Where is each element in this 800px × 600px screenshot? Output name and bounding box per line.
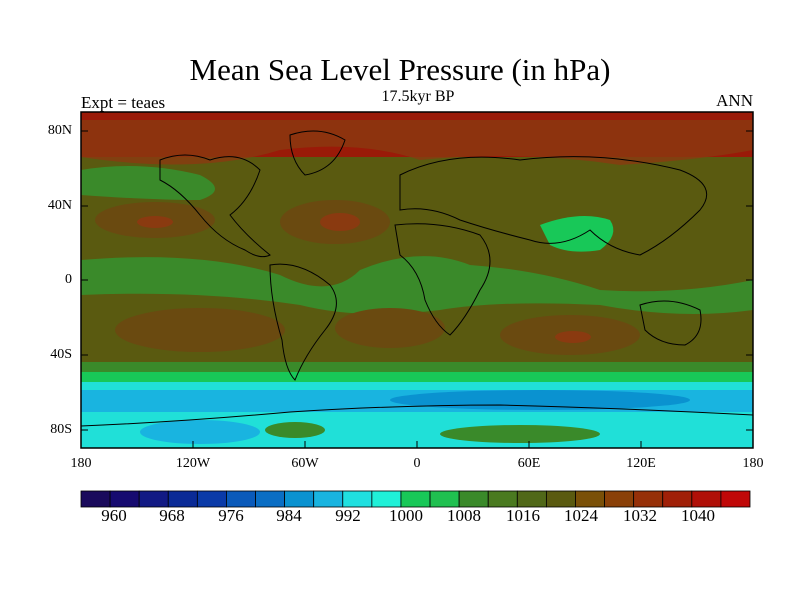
colorbar-cell xyxy=(720,490,751,508)
lon-label-180w: 180 xyxy=(70,456,92,471)
lat-label-40s: 40S xyxy=(50,347,72,362)
coast-north-america xyxy=(159,154,271,258)
lon-label-120w: 120W xyxy=(175,456,211,471)
colorbar-cell xyxy=(255,490,286,508)
colorbar-cell xyxy=(313,490,344,508)
coastlines xyxy=(81,130,753,427)
antarctic-high-1 xyxy=(265,422,325,438)
colorbar-label-976: 976 xyxy=(218,506,244,525)
colorbar-cell xyxy=(604,490,635,508)
lon-label-60e: 60E xyxy=(517,456,541,471)
colorbar-label-1032: 1032 xyxy=(623,506,657,525)
atlantic-high-core xyxy=(320,213,360,231)
south-indian-high-core xyxy=(555,331,591,343)
lat-label-80n: 80N xyxy=(47,123,72,138)
colorbar-cell xyxy=(575,490,605,508)
colorbar-cell xyxy=(429,490,460,508)
map-title: Mean Sea Level Pressure (in hPa) xyxy=(189,52,611,87)
colorbar-label-1008: 1008 xyxy=(447,506,481,525)
colorbar-cell xyxy=(109,490,140,508)
lon-label-180e: 180 xyxy=(742,456,764,471)
colorbar xyxy=(80,490,751,508)
colorbar-cell xyxy=(371,490,402,508)
experiment-label: Expt = teaes xyxy=(81,93,166,112)
coast-greenland xyxy=(289,130,346,176)
colorbar-label-960: 960 xyxy=(101,506,127,525)
colorbar-label-968: 968 xyxy=(159,506,185,525)
colorbar-cell xyxy=(284,490,315,508)
lat-label-80s: 80S xyxy=(50,422,72,437)
southern-deep-low xyxy=(390,390,690,410)
south-atlantic-high xyxy=(335,308,445,348)
lon-label-0: 0 xyxy=(413,456,421,471)
colorbar-cell xyxy=(516,490,547,508)
lon-ticks xyxy=(80,441,754,448)
coast-eurasia xyxy=(399,156,708,256)
colorbar-cell xyxy=(633,490,664,508)
colorbar-label-992: 992 xyxy=(335,506,361,525)
colorbar-cell xyxy=(138,490,169,508)
colorbar-cell xyxy=(342,490,373,508)
coast-africa xyxy=(394,223,491,336)
lat-label-40n: 40N xyxy=(47,198,72,213)
colorbar-cell xyxy=(226,490,256,508)
colorbar-cell xyxy=(545,490,576,508)
south-pacific-high xyxy=(115,308,285,352)
colorbar-cell xyxy=(167,490,198,508)
equatorial-low xyxy=(81,256,753,314)
colorbar-cell xyxy=(196,490,227,508)
pressure-band-north-mid-high xyxy=(81,120,753,165)
colorbar-cell xyxy=(400,490,431,508)
coast-australia xyxy=(639,300,702,346)
colorbar-cell xyxy=(662,490,693,508)
colorbar-cell xyxy=(691,490,722,508)
colorbar-label-1024: 1024 xyxy=(564,506,598,525)
map-subtitle: 17.5kyr BP xyxy=(381,88,455,105)
antarctic-high-2 xyxy=(440,425,600,443)
lat-ticks xyxy=(81,130,753,431)
north-atlantic-low xyxy=(81,166,215,200)
colorbar-label-1016: 1016 xyxy=(506,506,540,525)
colorbar-cell xyxy=(458,490,489,508)
season-label: ANN xyxy=(716,91,753,110)
colorbar-cell xyxy=(80,490,111,508)
pacific-high-core xyxy=(137,216,173,228)
coast-south-america xyxy=(269,263,337,381)
colorbar-label-984: 984 xyxy=(276,506,302,525)
lat-label-0: 0 xyxy=(65,272,72,287)
antarctic-low xyxy=(140,420,260,444)
colorbar-cell xyxy=(487,490,518,508)
pressure-field xyxy=(81,112,753,448)
colorbar-label-1040: 1040 xyxy=(681,506,715,525)
colorbar-label-1000: 1000 xyxy=(389,506,423,525)
lon-label-60w: 60W xyxy=(291,456,319,471)
lon-label-120e: 120E xyxy=(626,456,656,471)
coast-antarctica xyxy=(81,404,753,427)
